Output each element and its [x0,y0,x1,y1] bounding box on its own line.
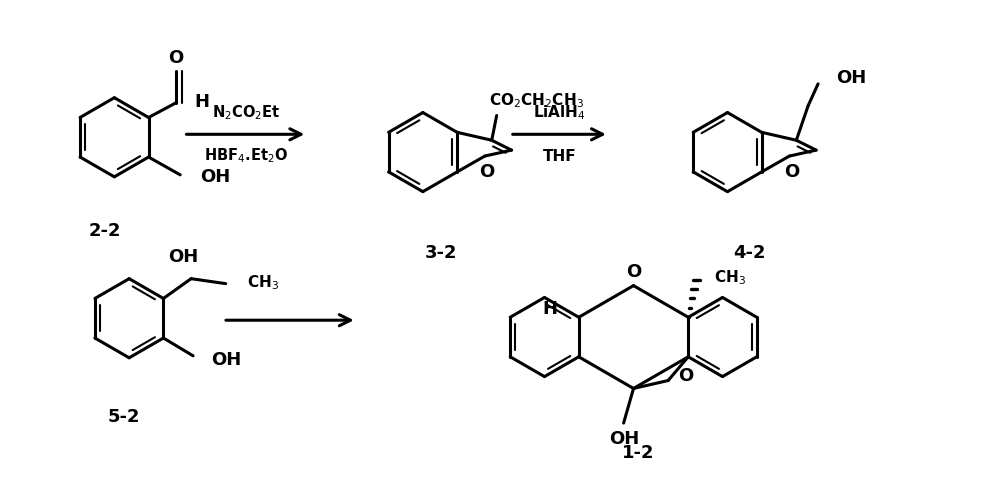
Text: H: H [542,300,557,318]
Text: O: O [479,163,494,181]
Text: OH: OH [609,430,640,448]
Text: N$_2$CO$_2$Et: N$_2$CO$_2$Et [212,103,280,122]
Text: LiAlH$_4$: LiAlH$_4$ [533,103,586,122]
Text: CH$_3$: CH$_3$ [714,269,746,287]
Text: OH: OH [211,351,241,369]
Text: CO$_2$CH$_2$CH$_3$: CO$_2$CH$_2$CH$_3$ [489,91,584,110]
Text: CH$_3$: CH$_3$ [247,273,279,292]
Text: HBF$_4$.Et$_2$O: HBF$_4$.Et$_2$O [204,147,288,165]
Text: OH: OH [836,69,866,87]
Text: 3-2: 3-2 [424,244,457,262]
Text: OH: OH [200,168,230,186]
Text: O: O [168,49,183,67]
Text: O: O [784,163,799,181]
Text: 4-2: 4-2 [733,244,765,262]
Text: 2-2: 2-2 [88,222,121,240]
Text: H: H [194,93,209,111]
Text: THF: THF [543,149,576,163]
Text: OH: OH [168,248,198,266]
Text: 1-2: 1-2 [622,444,655,462]
Text: O: O [626,263,641,281]
Text: O: O [678,367,693,385]
Text: 5-2: 5-2 [108,408,140,426]
